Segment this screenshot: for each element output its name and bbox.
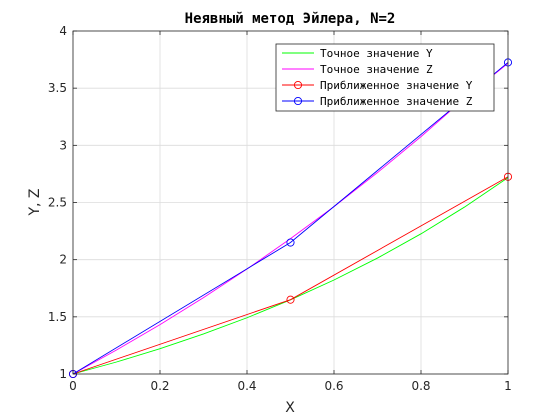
y-tick-label: 1.5 <box>48 310 67 324</box>
legend-label-1: Точное значение Z <box>320 63 433 76</box>
legend-box <box>275 43 495 112</box>
legend-label-3: Приближенное значение Z <box>320 95 473 108</box>
x-axis-title: X <box>285 400 295 416</box>
series-3-point <box>286 238 295 247</box>
legend-marker-3 <box>293 96 303 106</box>
grid <box>72 30 509 375</box>
x-tick-label: 0 <box>69 379 77 393</box>
y-tick-label: 1 <box>59 367 67 381</box>
y-tick-label: 2 <box>59 253 67 267</box>
x-tick-label: 0.2 <box>150 379 169 393</box>
y-tick-label: 4 <box>59 24 67 38</box>
x-tick-label: 1 <box>504 379 512 393</box>
tick-labels: 0 0.2 0.4 0.6 0.8 1 1 1.5 2 2.5 3 3.5 4 <box>48 24 512 393</box>
legend-label-2: Приближенное значение Y <box>320 79 473 92</box>
y-tick-label: 2.5 <box>48 196 67 210</box>
legend: Точное значение Y Точное значение Z Прибли… <box>275 43 495 112</box>
x-tick-label: 0.8 <box>411 379 430 393</box>
y-axis-title: Y, Z <box>27 188 43 216</box>
y-tick-label: 3.5 <box>48 81 67 95</box>
series-line-2 <box>72 176 509 375</box>
y-tick-label: 3 <box>59 138 67 152</box>
series-line-3 <box>72 62 509 375</box>
chart-title: Неявный метод Эйлера, N=2 <box>185 11 396 27</box>
x-tick-label: 0.6 <box>324 379 343 393</box>
legend-label-0: Точное значение Y <box>320 47 433 60</box>
ticks <box>72 30 509 375</box>
legend-marker-2 <box>293 80 303 90</box>
x-tick-label: 0.4 <box>237 379 256 393</box>
series-2-point <box>286 295 295 304</box>
